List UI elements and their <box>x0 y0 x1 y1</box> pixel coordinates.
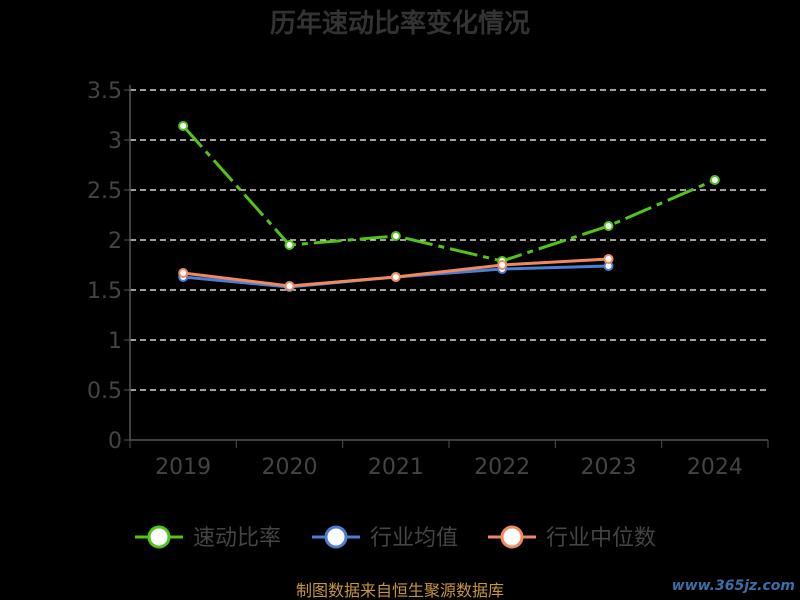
y-tick-label: 1.5 <box>87 279 122 304</box>
x-tick-label: 2021 <box>368 455 424 480</box>
axes <box>129 85 768 441</box>
data-point <box>178 121 189 131</box>
legend-label: 行业均值 <box>370 526 458 551</box>
x-tick-label: 2023 <box>581 455 637 480</box>
series-2 <box>178 254 614 291</box>
data-point <box>603 254 614 264</box>
legend-marker <box>500 525 524 549</box>
legend-marker <box>147 525 171 549</box>
y-axis-ticks: 0 0.5 1 1.5 2 2.5 3 3.5 <box>87 79 130 454</box>
data-point <box>284 240 295 250</box>
x-tick-label: 2019 <box>155 455 211 480</box>
legend-item-2[interactable]: 行业中位数 <box>488 525 656 551</box>
x-tick-label: 2024 <box>687 455 743 480</box>
y-tick-label: 2.5 <box>87 179 122 204</box>
legend-item-0[interactable]: 速动比率 <box>135 525 281 551</box>
series-group <box>178 121 720 292</box>
legend[interactable]: 速动比率 行业均值 行业中位数 <box>135 525 656 551</box>
legend-label: 速动比率 <box>193 526 281 551</box>
data-point <box>390 272 401 282</box>
x-tick-label: 2020 <box>262 455 318 480</box>
series-line <box>182 125 716 263</box>
watermark: www.365jz.com <box>672 578 795 594</box>
legend-label: 行业中位数 <box>546 526 656 551</box>
x-axis-ticks: 2019 2020 2021 2022 2023 2024 <box>129 440 769 480</box>
data-point <box>390 231 401 241</box>
series-0 <box>178 121 720 266</box>
data-point <box>709 175 720 185</box>
y-tick-label: 0.5 <box>87 379 122 404</box>
data-point <box>603 221 614 231</box>
legend-item-1[interactable]: 行业均值 <box>312 525 458 551</box>
data-point <box>497 260 508 270</box>
y-tick-label: 2 <box>108 229 122 254</box>
y-tick-label: 1 <box>108 329 122 354</box>
y-tick-label: 3 <box>108 129 122 154</box>
legend-marker <box>324 525 348 549</box>
data-source-note: 制图数据来自恒生聚源数据库 <box>296 581 504 600</box>
grid-lines <box>130 89 768 391</box>
y-tick-label: 0 <box>108 429 122 454</box>
x-tick-label: 2022 <box>474 455 530 480</box>
data-point <box>178 268 189 278</box>
data-point <box>284 281 295 291</box>
y-tick-label: 3.5 <box>87 79 122 104</box>
chart-title: 历年速动比率变化情况 <box>270 8 530 39</box>
